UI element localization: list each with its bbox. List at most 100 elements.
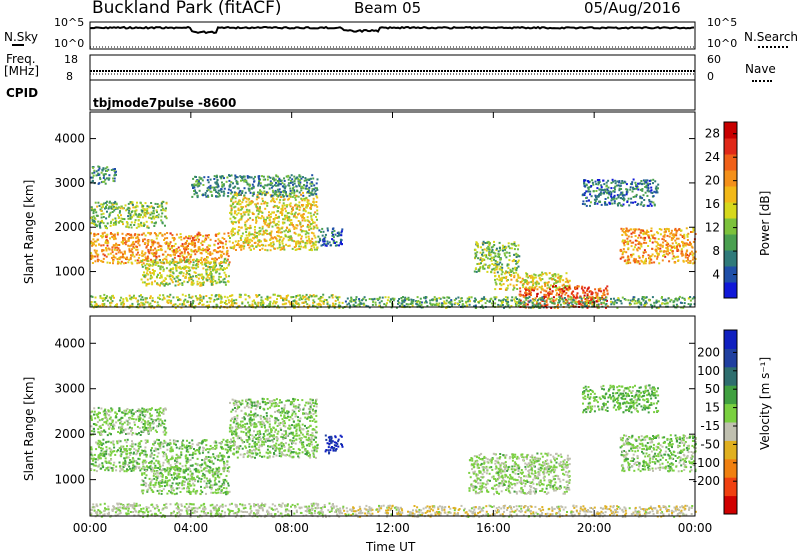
echo-cell [261,185,264,188]
echo-cell [180,251,183,254]
echo-cell [100,235,103,237]
echo-cell [648,256,651,259]
echo-cell [283,218,286,221]
echo-cell [145,258,147,261]
echo-cell [289,237,291,239]
echo-cell [183,250,186,253]
echo-cell [179,258,182,261]
echo-cell [493,264,495,267]
echo-cell [253,299,255,302]
echo-cell [466,297,469,300]
echo-cell [98,223,101,226]
echo-cell [531,287,534,290]
echo-cell [515,267,518,270]
echo-cell [234,194,237,196]
echo-cell [499,304,502,307]
echo-cell [332,241,335,244]
echo-cell [653,304,656,307]
echo-cell [561,291,564,294]
echo-cell [495,264,498,267]
echo-cell [682,244,685,247]
echo-cell [243,213,246,216]
echo-cell [102,299,104,302]
echo-cell [196,183,199,186]
echo-cell [668,230,670,233]
echo-cell [672,237,675,240]
echo-cell [221,185,224,188]
echo-cell [292,208,294,211]
echo-cell [334,233,337,236]
echo-cell [181,259,184,262]
echo-cell [172,253,175,256]
echo-cell [501,244,504,247]
echo-cell [196,280,199,283]
echo-cell [238,293,241,296]
echo-cell [473,300,476,303]
echo-cell [611,202,614,205]
echo-cell [224,273,227,276]
echo-cell [185,273,188,276]
echo-cell [238,221,240,224]
echo-cell [199,252,202,255]
echo-cell [141,211,144,214]
echo-cell [283,177,285,180]
echo-cell [129,216,132,219]
echo-cell [539,278,542,281]
echo-cell [297,294,299,297]
echo-cell [656,242,659,245]
echo-cell [247,187,250,190]
echo-cell [521,284,524,287]
echo-cell [309,203,312,206]
echo-cell [298,298,301,301]
echo-cell [149,263,152,266]
echo-cell [181,244,184,247]
echo-cell [101,304,104,307]
echo-cell [287,178,290,181]
echo-cell [231,241,234,244]
echo-cell [108,214,111,217]
echo-cell [107,207,110,210]
echo-cell [229,237,231,239]
echo-cell [426,305,429,307]
echo-cell [225,266,228,269]
echo-cell [572,296,575,299]
echo-cell [90,222,93,225]
echo-cell [240,213,243,215]
echo-cell [310,192,313,195]
echo-cell [536,293,539,296]
echo-cell [273,201,276,203]
echo-cell [206,300,209,303]
echo-cell [534,274,537,277]
echo-cell [246,236,249,239]
echo-cell [267,226,270,229]
echo-cell [247,242,250,245]
echo-cell [267,214,270,217]
echo-cell [293,228,296,230]
echo-cell [271,237,274,240]
echo-cell [315,224,318,227]
echo-cell [487,265,490,268]
echo-cell [485,254,487,257]
echo-cell [256,215,259,218]
echo-cell [215,186,218,189]
echo-cell [431,304,434,307]
echo-cell [97,233,100,236]
echo-cell [185,270,188,272]
echo-cell [225,251,228,254]
echo-cell [355,298,358,301]
echo-cell [261,200,264,203]
echo-cell [185,245,188,248]
echo-cell [112,294,114,297]
echo-cell [155,237,158,240]
echo-cell [177,255,180,257]
echo-cell [309,225,312,228]
echo-cell [626,242,629,245]
echo-cell [592,183,595,186]
echo-cell [579,296,581,299]
echo-cell [529,288,532,291]
echo-cell [269,232,271,235]
echo-cell [178,282,181,285]
echo-cell [687,258,689,261]
echo-cell [621,253,624,256]
echo-cell [113,222,115,225]
